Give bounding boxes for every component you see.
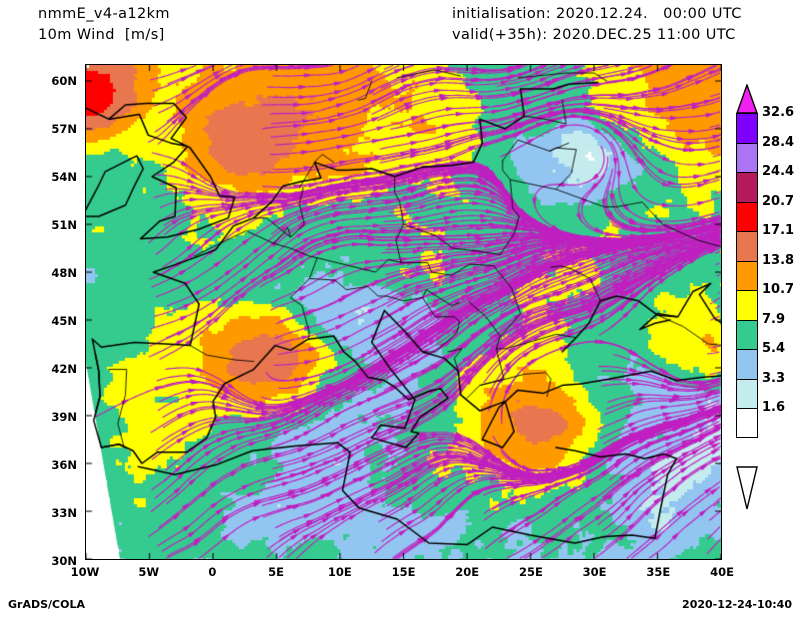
colorbar	[736, 113, 758, 438]
lon-tick-10W: 10W	[70, 565, 100, 579]
colorbar-band-6	[736, 290, 758, 320]
colorbar-tick-13.8: 13.8	[762, 252, 795, 268]
lon-tick-35E: 35E	[646, 565, 671, 579]
lat-tick-30N: 30N	[51, 554, 77, 568]
render-timestamp-label: 2020-12-24-10:40	[682, 598, 792, 611]
lat-tick-51N: 51N	[51, 218, 77, 232]
colorbar-tick-32.6: 32.6	[762, 105, 795, 120]
colorbar-band-2	[736, 172, 758, 202]
lon-tick-30E: 30E	[582, 565, 607, 579]
lon-tick-25E: 25E	[518, 565, 543, 579]
colorbar-tick-20.7: 20.7	[762, 193, 795, 209]
field-name-label: 10m Wind [m/s]	[38, 27, 165, 43]
colorbar-band-0	[736, 113, 758, 143]
colorbar-under-arrow	[736, 466, 758, 510]
model-name-label: nmmE_v4-a12km	[38, 6, 170, 22]
colorbar-band-7	[736, 319, 758, 349]
producer-label: GrADS/COLA	[8, 598, 85, 611]
lat-tick-57N: 57N	[51, 122, 77, 136]
colorbar-band-8	[736, 349, 758, 379]
map-plot-area	[85, 64, 722, 560]
lat-tick-36N: 36N	[51, 458, 77, 472]
colorbar-band-10	[736, 408, 758, 438]
colorbar-tick-17.1: 17.1	[762, 223, 795, 238]
colorbar-band-1	[736, 142, 758, 172]
colorbar-tick-3.3: 3.3	[762, 370, 786, 386]
colorbar-tick-1.6: 1.6	[762, 400, 786, 415]
colorbar-tick-7.9: 7.9	[762, 311, 786, 327]
colorbar-tick-10.7: 10.7	[762, 282, 795, 297]
lat-tick-60N: 60N	[51, 74, 77, 88]
colorbar-tick-28.4: 28.4	[762, 134, 795, 150]
colorbar-tick-5.4: 5.4	[762, 341, 786, 356]
lon-tick-5W: 5W	[138, 565, 160, 579]
initialisation-time-label: initialisation: 2020.12.24. 00:00 UTC	[452, 6, 742, 22]
colorbar-tick-24.4: 24.4	[762, 164, 795, 179]
lat-tick-54N: 54N	[51, 170, 77, 184]
lat-tick-33N: 33N	[51, 506, 77, 520]
lat-tick-45N: 45N	[51, 314, 77, 328]
lon-tick-15E: 15E	[391, 565, 416, 579]
lat-tick-42N: 42N	[51, 362, 77, 376]
valid-time-label: valid(+35h): 2020.DEC.25 11:00 UTC	[452, 27, 736, 43]
lat-tick-48N: 48N	[51, 266, 77, 280]
lat-tick-39N: 39N	[51, 410, 77, 424]
lon-tick-5E: 5E	[268, 565, 285, 579]
colorbar-over-arrow	[736, 84, 758, 114]
colorbar-band-5	[736, 260, 758, 290]
lon-tick-20E: 20E	[455, 565, 480, 579]
lon-tick-0: 0	[208, 565, 217, 579]
colorbar-band-9	[736, 378, 758, 408]
lon-tick-10E: 10E	[327, 565, 352, 579]
lon-tick-40E: 40E	[710, 565, 734, 579]
wind-speed-field-canvas	[86, 65, 721, 559]
colorbar-band-3	[736, 201, 758, 231]
colorbar-band-4	[736, 231, 758, 261]
